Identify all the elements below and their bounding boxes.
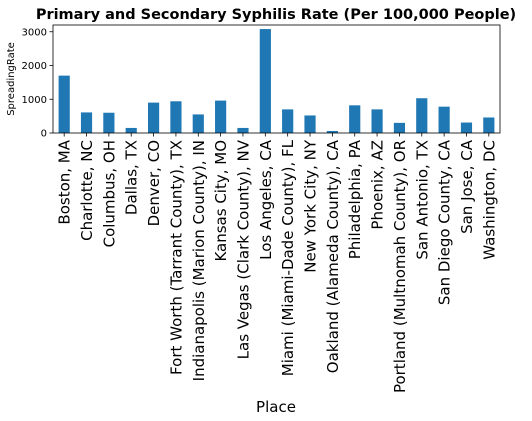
y-tick-label: 3000 xyxy=(22,27,47,38)
y-tick-label: 1000 xyxy=(22,95,47,106)
x-tick-label: Fort Worth (Tarrant County), TX xyxy=(167,140,185,375)
x-tick-label: Los Angeles, CA xyxy=(257,139,275,260)
plot-frame xyxy=(52,24,501,134)
bar xyxy=(460,122,473,133)
bar xyxy=(304,115,316,133)
x-tick-label: San Diego County, CA xyxy=(436,139,454,305)
x-tick-label: San Antonio, TX xyxy=(413,140,431,260)
bar xyxy=(371,109,383,133)
bar xyxy=(259,29,271,133)
y-axis: 0 1000 2000 3000 xyxy=(22,27,53,140)
x-tick-label: Boston, MA xyxy=(56,139,74,224)
bar xyxy=(282,109,294,133)
x-tick-label: Las Vegas (Clark County), NV xyxy=(234,139,252,359)
chart-title: Primary and Secondary Syphilis Rate (Per… xyxy=(36,7,516,23)
bar xyxy=(438,106,450,133)
bar xyxy=(80,112,93,133)
x-tick-label: Portland (Multnomah County), OR xyxy=(391,140,409,393)
bar xyxy=(58,75,70,133)
bar xyxy=(147,102,160,133)
x-tick-label: Kansas City, MO xyxy=(212,140,230,262)
bar xyxy=(103,112,115,133)
x-tick-label: San Jose, CA xyxy=(458,139,476,234)
bar xyxy=(237,127,249,133)
x-tick-label: Charlotte, NC xyxy=(78,140,96,241)
x-tick-label: Denver, CO xyxy=(145,140,163,226)
bar xyxy=(215,100,227,133)
x-tick-label: Philadelphia, PA xyxy=(346,139,364,259)
y-tick-label: 0 xyxy=(41,129,47,140)
x-axis-label: Place xyxy=(256,398,296,416)
bar xyxy=(393,122,406,133)
bar xyxy=(416,98,428,133)
x-tick-label: New York City, NY xyxy=(302,139,320,273)
bars-group xyxy=(58,29,495,133)
x-tick-label: Columbus, OH xyxy=(100,140,118,247)
x-tick-label: Phoenix, AZ xyxy=(369,140,387,230)
x-tick-label: Miami (Miami-Dade County), FL xyxy=(279,139,297,376)
x-axis: Boston, MA Charlotte, NC Columbus, OH Dalla… xyxy=(56,133,498,393)
bar xyxy=(326,130,338,133)
x-tick-label: Indianapolis (Marion County), IN xyxy=(190,140,208,381)
bar xyxy=(170,101,182,133)
y-tick-label: 2000 xyxy=(22,61,47,72)
y-axis-label: SpreadingRate xyxy=(6,42,17,116)
bar xyxy=(349,105,361,133)
bar xyxy=(192,114,204,133)
x-tick-label: Oakland (Alameda County), CA xyxy=(324,139,342,373)
bar xyxy=(125,127,137,133)
bar xyxy=(483,117,495,133)
x-tick-label: Dallas, TX xyxy=(123,140,141,215)
x-tick-label: Washington, DC xyxy=(480,140,498,260)
